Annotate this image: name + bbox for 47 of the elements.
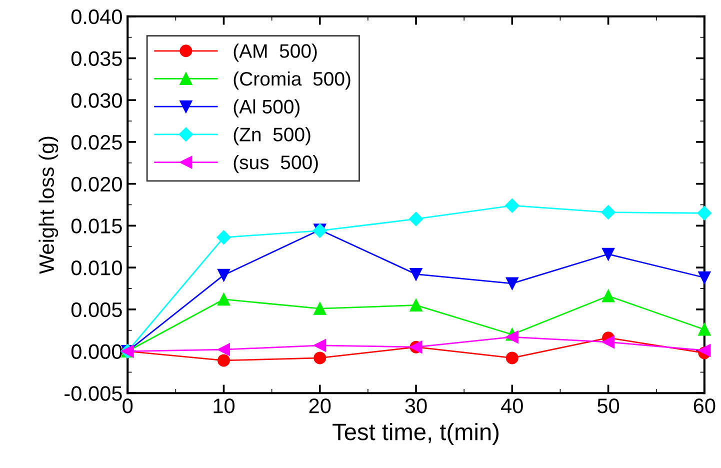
legend-label: (sus 500) xyxy=(234,154,318,174)
point xyxy=(216,230,231,244)
point xyxy=(602,336,615,348)
y-tick-label: 0.005 xyxy=(71,302,122,318)
point xyxy=(506,352,518,364)
x-tick-label: 20 xyxy=(309,398,331,414)
legend-label: (Zn 500) xyxy=(234,127,310,146)
point xyxy=(314,352,326,364)
point xyxy=(602,248,615,260)
y-tick-label: 0.010 xyxy=(71,260,122,276)
point xyxy=(218,354,230,367)
point xyxy=(698,323,711,336)
x-tick-label: 40 xyxy=(501,398,523,414)
point xyxy=(218,293,230,306)
point xyxy=(505,198,520,213)
y-tick-label: 0.015 xyxy=(71,218,122,234)
y-tick-label: 0.040 xyxy=(71,9,122,24)
point xyxy=(218,268,230,282)
point xyxy=(698,344,711,357)
x-tick-label: 50 xyxy=(598,398,620,414)
point xyxy=(314,339,326,352)
point xyxy=(602,290,615,302)
legend-label: (Cromia 500) xyxy=(234,71,350,90)
y-tick-label: 0.000 xyxy=(71,344,122,360)
y-tick-label: -0.005 xyxy=(64,386,122,401)
point xyxy=(506,277,518,290)
point xyxy=(218,343,230,356)
x-tick-label: 0 xyxy=(122,398,133,414)
x-tick-label: 60 xyxy=(694,398,716,414)
point xyxy=(698,271,711,284)
point xyxy=(408,212,424,226)
y-tick-label: 0.020 xyxy=(71,176,122,192)
point xyxy=(601,205,616,220)
y-tick-label: 0.025 xyxy=(71,134,122,150)
x-axis-title: Test time, t(min) xyxy=(332,422,499,445)
point xyxy=(506,330,518,344)
legend-label: (Al 500) xyxy=(234,99,300,118)
point xyxy=(410,298,422,312)
point xyxy=(697,206,712,220)
y-axis-title: Weight loss (g) xyxy=(38,136,58,274)
y-tick-label: 0.035 xyxy=(71,51,122,66)
legend-label: (AM 500) xyxy=(234,44,317,62)
point xyxy=(314,302,326,315)
x-tick-label: 10 xyxy=(214,398,235,414)
x-tick-label: 30 xyxy=(405,398,427,414)
y-tick-label: 0.030 xyxy=(71,93,122,108)
point xyxy=(410,268,422,280)
